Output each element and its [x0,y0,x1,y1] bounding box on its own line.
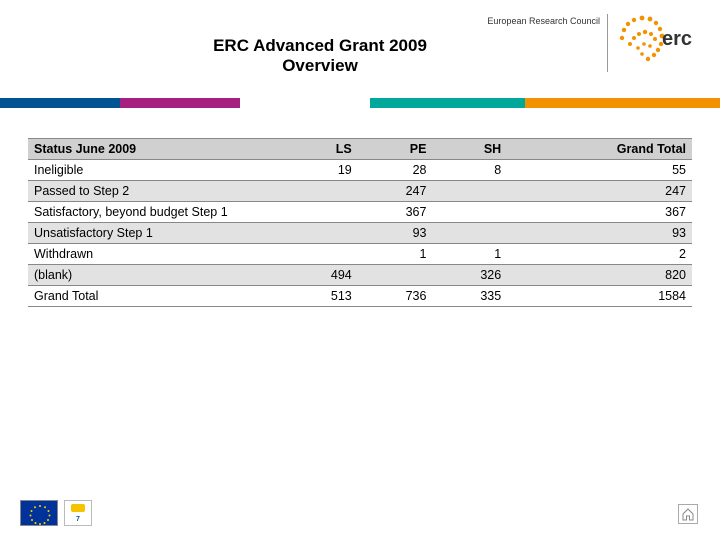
cell-value: 513 [283,286,358,307]
colorbar-segment [370,98,525,108]
cell-value: 736 [358,286,433,307]
row-label: (blank) [28,265,283,286]
cell-value: 1 [358,244,433,265]
table-row: Satisfactory, beyond budget Step 1 367 367 [28,202,692,223]
col-header-status: Status June 2009 [28,139,283,160]
cell-value: 2 [507,244,692,265]
erc-logo-dots-icon [614,14,666,66]
colorbar-segment [0,98,120,108]
cell-value: 335 [432,286,507,307]
page-title: ERC Advanced Grant 2009 Overview [165,36,475,76]
erc-logo-text: erc [662,28,692,51]
colorbar-segment [120,98,240,108]
cell-value: 1 [432,244,507,265]
erc-logo: erc [614,14,702,76]
cell-value [432,223,507,244]
row-label: Grand Total [28,286,283,307]
org-label: European Research Council [487,16,600,26]
cell-value: 55 [507,160,692,181]
cell-value [358,265,433,286]
title-line-2: Overview [165,56,475,76]
cell-value: 494 [283,265,358,286]
row-label: Satisfactory, beyond budget Step 1 [28,202,283,223]
cell-value: 367 [507,202,692,223]
color-bar [0,98,720,108]
row-label: Withdrawn [28,244,283,265]
cell-value: 19 [283,160,358,181]
colorbar-segment [240,98,370,108]
header: European Research Council ERC Advanced G… [0,0,720,98]
cell-value: 820 [507,265,692,286]
table-row: Passed to Step 2 247 247 [28,181,692,202]
cell-value: 8 [432,160,507,181]
cell-value [283,181,358,202]
home-icon[interactable] [678,504,698,524]
cell-value: 367 [358,202,433,223]
col-header: LS [283,139,358,160]
table-header-row: Status June 2009LSPESHGrand Total [28,139,692,160]
row-label: Unsatisfactory Step 1 [28,223,283,244]
row-label: Passed to Step 2 [28,181,283,202]
main-content: Status June 2009LSPESHGrand Total Inelig… [0,108,720,307]
colorbar-segment [525,98,720,108]
col-header: SH [432,139,507,160]
title-line-1: ERC Advanced Grant 2009 [165,36,475,56]
row-label: Ineligible [28,160,283,181]
cell-value: 326 [432,265,507,286]
eu-flag-icon [20,500,58,526]
table-row: Grand Total5137363351584 [28,286,692,307]
cell-value: 93 [358,223,433,244]
cell-value: 93 [507,223,692,244]
table-row: Withdrawn112 [28,244,692,265]
status-table: Status June 2009LSPESHGrand Total Inelig… [28,138,692,307]
cell-value [432,181,507,202]
cell-value: 28 [358,160,433,181]
cell-value: 247 [507,181,692,202]
table-body: Ineligible1928855Passed to Step 2247247S… [28,160,692,307]
table-row: Unsatisfactory Step 1 93 93 [28,223,692,244]
cell-value: 247 [358,181,433,202]
fp7-logo-icon: 7 [64,500,92,526]
col-header: Grand Total [507,139,692,160]
table-row: Ineligible1928855 [28,160,692,181]
cell-value [283,223,358,244]
cell-value [432,202,507,223]
cell-value: 1584 [507,286,692,307]
cell-value [283,244,358,265]
col-header: PE [358,139,433,160]
cell-value [283,202,358,223]
header-divider [607,14,608,72]
footer-logos: 7 [20,500,92,526]
table-row: (blank)494 326820 [28,265,692,286]
